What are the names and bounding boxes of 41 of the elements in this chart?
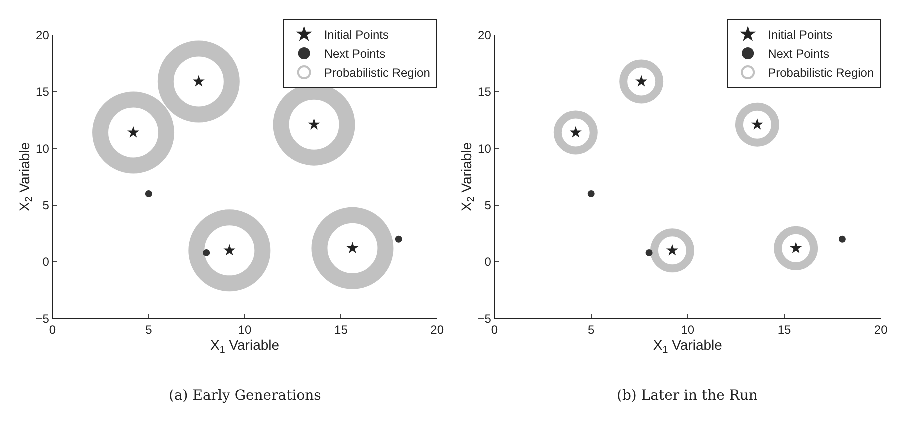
- point: [346, 242, 359, 254]
- y-tick-label: 20: [478, 28, 492, 42]
- y-tick-label: 5: [484, 198, 492, 213]
- legend-label: Next Points: [324, 47, 386, 62]
- x-tick-label: 5: [146, 323, 153, 338]
- x-axis-title: X$_{1}$ Variable: [653, 337, 723, 356]
- y-tick-label: 10: [36, 142, 50, 156]
- y-tick-label: 15: [36, 85, 50, 100]
- y-tick-label: 5: [42, 198, 50, 213]
- x-tick-label: 20: [874, 323, 888, 338]
- y-tick-label: 15: [478, 85, 492, 100]
- x-tick-label: 10: [238, 323, 252, 338]
- y-tick-label: 10: [478, 142, 492, 156]
- x-tick-label: 15: [778, 323, 792, 338]
- legend-label: Initial Points: [324, 28, 390, 42]
- y-tick-label: −5: [478, 312, 492, 326]
- point: [838, 236, 846, 243]
- y-tick-label: −5: [36, 312, 50, 326]
- point: [588, 190, 595, 198]
- point: [145, 190, 152, 198]
- point: [128, 126, 140, 138]
- x-tick-label: 10: [681, 323, 695, 338]
- point: [646, 249, 653, 256]
- legend-label: Next Points: [768, 47, 830, 62]
- y-tick-label: 0: [484, 255, 492, 270]
- x-axis-title: X$_{1}$ Variable: [210, 337, 280, 356]
- x-tick-label: 5: [588, 323, 596, 338]
- point: [203, 249, 210, 256]
- text: (a) Early Generations: [169, 388, 322, 404]
- y-tick-label: 20: [36, 28, 50, 42]
- legend-label: Probabilistic Region: [324, 66, 430, 80]
- point: [395, 236, 402, 243]
- point: [308, 118, 320, 130]
- legend-label: Probabilistic Region: [768, 66, 874, 80]
- point: [192, 75, 205, 87]
- x-tick-label: 20: [430, 323, 444, 338]
- y-tick-label: 0: [42, 255, 50, 270]
- point: [224, 244, 236, 256]
- text: (b) Later in the Run: [617, 388, 758, 404]
- x-tick-label: 15: [334, 323, 348, 338]
- legend-label: Initial Points: [768, 28, 833, 42]
